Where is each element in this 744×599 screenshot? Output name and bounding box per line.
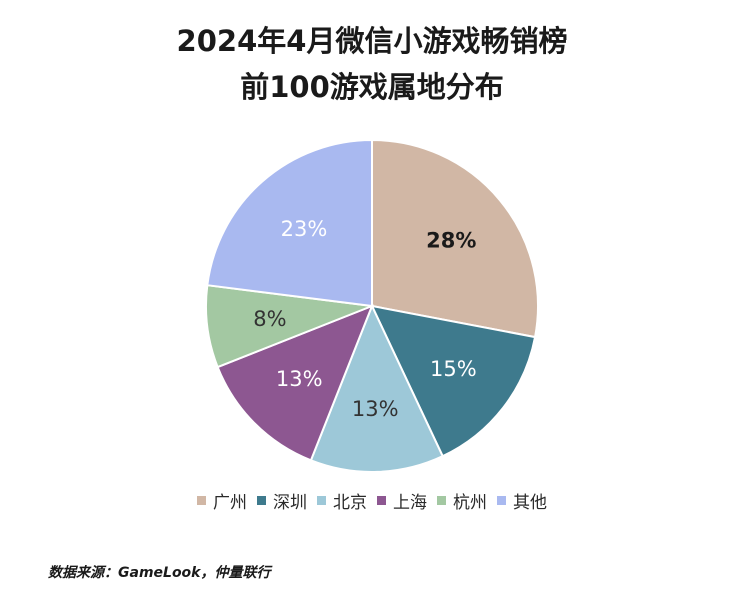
pie-slice-广州: [371, 138, 539, 339]
pie-labels: 28% 15% 13% 13% 8% 23%: [253, 217, 476, 421]
slice-label-广州: 28%: [426, 228, 476, 252]
pie-slice-深圳: [370, 304, 537, 458]
legend-swatch: [257, 496, 266, 505]
legend-swatch: [497, 496, 506, 505]
legend-label: 北京: [333, 493, 367, 513]
legend-item-上海: 上海: [377, 488, 427, 513]
legend: 广州 深圳 北京 上海 杭州 其他: [0, 488, 744, 513]
legend-swatch: [317, 496, 326, 505]
pie-chart: 28% 15% 13% 13% 8% 23%: [205, 138, 539, 473]
pie-slice-北京: [309, 303, 445, 473]
legend-item-杭州: 杭州: [437, 488, 487, 513]
legend-item-广州: 广州: [197, 488, 247, 513]
chart-title-line-2: 前100游戏属地分布: [240, 70, 504, 104]
slice-label-北京: 13%: [352, 397, 399, 421]
legend-swatch: [437, 496, 446, 505]
legend-item-北京: 北京: [317, 488, 367, 513]
source-note: 数据来源：GameLook，仲量联行: [48, 565, 271, 581]
slice-label-杭州: 8%: [253, 307, 286, 331]
legend-label: 广州: [213, 493, 247, 513]
pie-slices: [205, 138, 539, 473]
legend-swatch: [197, 496, 206, 505]
legend-label: 杭州: [453, 493, 487, 513]
slice-label-其他: 23%: [281, 217, 328, 241]
legend-label: 上海: [393, 493, 427, 513]
legend-item-其他: 其他: [497, 488, 547, 513]
slice-label-上海: 13%: [276, 367, 323, 391]
pie-slice-上海: [216, 304, 374, 462]
chart-title-line-1: 2024年4月微信小游戏畅销榜: [176, 24, 568, 58]
legend-item-深圳: 深圳: [257, 488, 307, 513]
pie-slice-其他: [206, 138, 373, 308]
legend-label: 深圳: [273, 493, 307, 513]
slice-label-深圳: 15%: [430, 357, 477, 381]
legend-swatch: [377, 496, 386, 505]
legend-label: 其他: [513, 493, 547, 513]
chart-title: 2024年4月微信小游戏畅销榜 前100游戏属地分布: [0, 18, 744, 110]
